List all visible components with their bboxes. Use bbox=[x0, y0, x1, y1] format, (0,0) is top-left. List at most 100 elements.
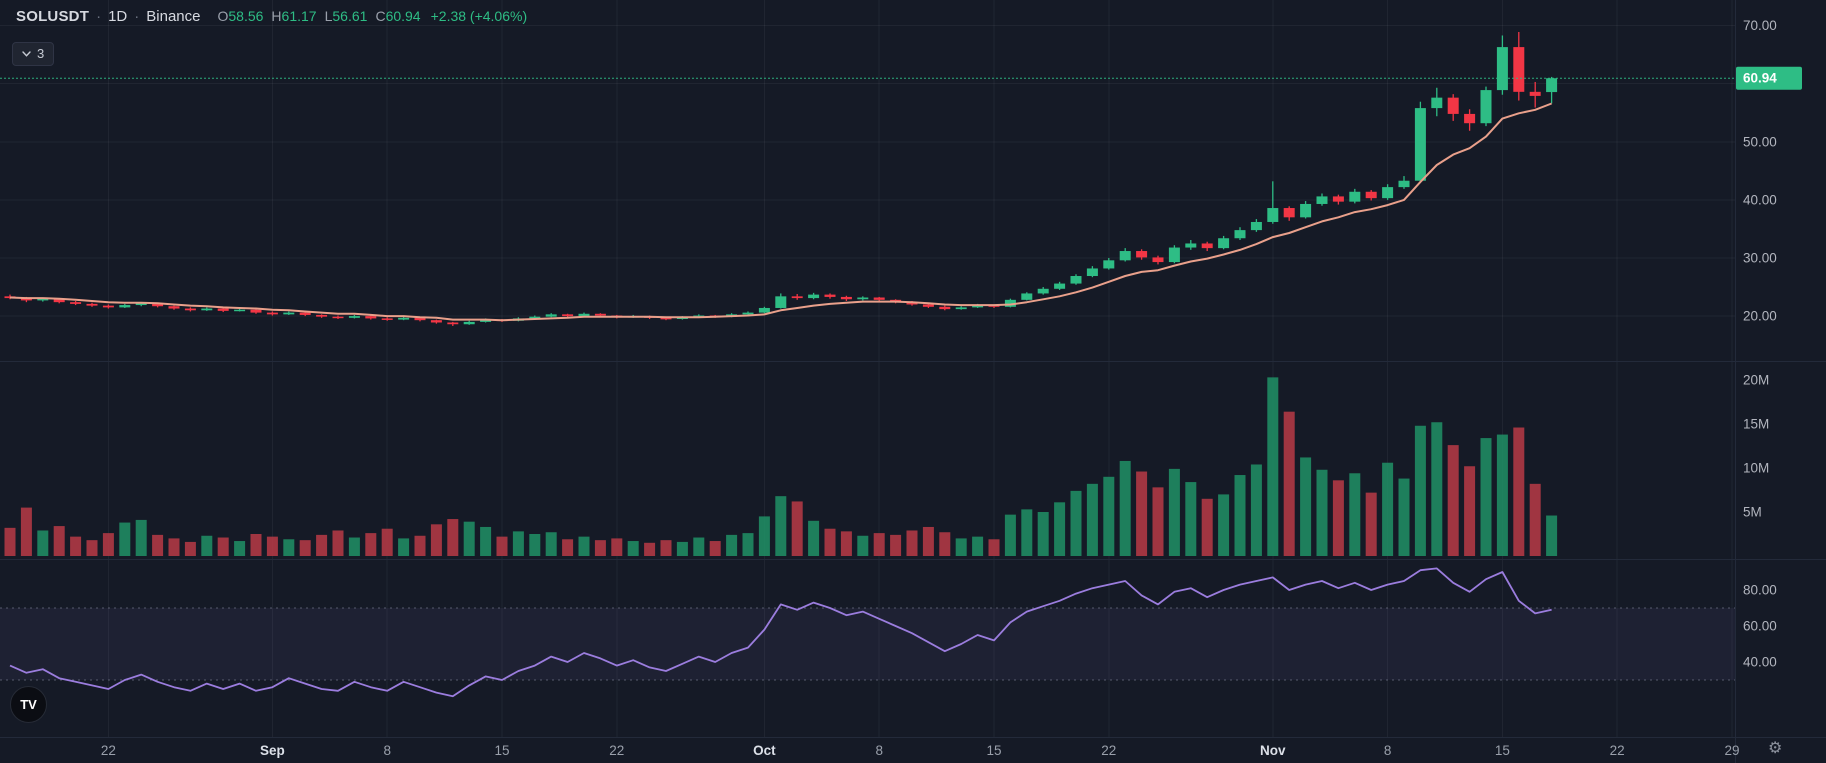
rsi-axis-label[interactable]: 60.00 bbox=[1743, 619, 1777, 634]
volume-bar bbox=[70, 536, 82, 556]
tradingview-logo[interactable]: TV bbox=[10, 686, 47, 723]
time-axis-label[interactable]: 8 bbox=[1384, 743, 1392, 758]
volume-bar bbox=[283, 539, 295, 556]
time-axis-label[interactable]: 8 bbox=[875, 743, 883, 758]
candle-body bbox=[1365, 191, 1377, 199]
time-axis-label[interactable]: 22 bbox=[1610, 743, 1625, 758]
candle-body bbox=[316, 314, 328, 317]
volume-axis-label[interactable]: 20M bbox=[1743, 373, 1769, 388]
candle-body bbox=[562, 314, 574, 317]
time-axis-label[interactable]: 22 bbox=[609, 743, 624, 758]
candle-body bbox=[873, 297, 885, 300]
rsi-axis-label[interactable]: 40.00 bbox=[1743, 655, 1777, 670]
price-axis-label[interactable]: 40.00 bbox=[1743, 192, 1777, 207]
chart-header: SOLUSDT · 1D · Binance O58.56 H61.17 L56… bbox=[16, 8, 527, 25]
candle-bodies bbox=[4, 47, 1558, 325]
close-label: C bbox=[375, 8, 386, 24]
volume-bar bbox=[152, 534, 164, 556]
symbol-title[interactable]: SOLUSDT bbox=[16, 8, 90, 25]
time-axis-label[interactable]: 15 bbox=[1495, 743, 1510, 758]
volume-axis-label[interactable]: 10M bbox=[1743, 461, 1769, 476]
price-axis-label[interactable]: 30.00 bbox=[1743, 251, 1777, 266]
time-axis-label[interactable]: 15 bbox=[986, 743, 1001, 758]
price-axis-label[interactable]: 20.00 bbox=[1743, 309, 1777, 324]
candle-body bbox=[365, 316, 377, 319]
candle-body bbox=[217, 308, 229, 311]
volume-bar bbox=[250, 534, 262, 556]
gear-icon[interactable]: ⚙ bbox=[1768, 739, 1782, 759]
candle-body bbox=[1398, 180, 1410, 188]
volume-bar bbox=[775, 496, 787, 556]
time-axis-label[interactable]: Sep bbox=[260, 743, 285, 758]
rsi-band-fill bbox=[0, 608, 1735, 680]
time-axis-label[interactable]: Oct bbox=[753, 743, 776, 758]
time-axis-label[interactable]: 22 bbox=[101, 743, 116, 758]
volume-bar bbox=[1004, 514, 1016, 556]
volume-bar bbox=[955, 538, 967, 556]
volume-bar bbox=[463, 521, 475, 556]
candle-body bbox=[758, 307, 770, 313]
separator-dot: · bbox=[134, 8, 140, 25]
candle-body bbox=[20, 298, 32, 301]
volume-bars bbox=[4, 377, 1558, 556]
separator-dot: · bbox=[96, 8, 102, 25]
volume-bar bbox=[1349, 473, 1361, 556]
volume-bar bbox=[824, 528, 836, 556]
volume-axis-label[interactable]: 5M bbox=[1743, 505, 1762, 520]
volume-bar bbox=[545, 532, 557, 556]
candle-body bbox=[1316, 196, 1328, 204]
volume-bar bbox=[168, 538, 180, 556]
volume-bar bbox=[512, 531, 524, 556]
time-axis-label[interactable]: 22 bbox=[1101, 743, 1116, 758]
candle-body bbox=[1037, 288, 1049, 294]
indicator-count-badge[interactable]: 3 bbox=[12, 42, 55, 66]
candle-body bbox=[545, 314, 557, 317]
price-axis-label[interactable]: 50.00 bbox=[1743, 134, 1777, 149]
ohlc-readout: O58.56 H61.17 L56.61 C60.94 +2.38 (+4.06… bbox=[217, 8, 527, 24]
candle-body bbox=[1185, 243, 1197, 248]
candle-body bbox=[447, 322, 459, 325]
candle-body bbox=[4, 296, 16, 299]
rsi-axis-label[interactable]: 80.00 bbox=[1743, 583, 1777, 598]
time-axis-label[interactable]: 15 bbox=[494, 743, 509, 758]
volume-bar bbox=[381, 528, 393, 556]
candle-body bbox=[299, 312, 311, 315]
volume-bar bbox=[939, 532, 951, 556]
candle-body bbox=[119, 305, 131, 308]
volume-axis-label[interactable]: 15M bbox=[1743, 417, 1769, 432]
candle-body bbox=[135, 303, 147, 306]
volume-bar bbox=[1136, 471, 1148, 556]
time-axis-label[interactable]: Nov bbox=[1260, 743, 1286, 758]
volume-bar bbox=[398, 538, 410, 556]
time-axis[interactable]: 22 Sep 8 15 22 Oct 8 15 22 Nov 8 15 22 29 bbox=[101, 743, 1740, 758]
high-label: H bbox=[271, 8, 282, 24]
time-axis-label[interactable]: 8 bbox=[383, 743, 391, 758]
last-price-badge bbox=[1736, 66, 1802, 90]
volume-bar bbox=[611, 538, 623, 556]
time-axis-label[interactable]: 29 bbox=[1724, 743, 1739, 758]
price-axis-label[interactable]: 70.00 bbox=[1743, 18, 1777, 33]
candle-wicks bbox=[9, 31, 1553, 326]
low-label: L bbox=[324, 8, 333, 24]
interval-label[interactable]: 1D bbox=[108, 8, 128, 25]
exchange-label: Binance bbox=[146, 8, 201, 25]
candle-body bbox=[972, 305, 984, 308]
volume-bar bbox=[447, 519, 459, 556]
volume-bar bbox=[299, 540, 311, 556]
volume-bar bbox=[709, 541, 721, 556]
rsi-band bbox=[0, 607, 1735, 681]
volume-bar bbox=[1168, 468, 1180, 556]
candle-body bbox=[594, 313, 606, 316]
volume-bar bbox=[1529, 483, 1541, 556]
candle-body bbox=[1021, 293, 1033, 300]
volume-bar bbox=[1250, 464, 1262, 556]
candle-body bbox=[1349, 191, 1361, 202]
candle-body bbox=[742, 312, 754, 315]
volume-bar bbox=[1300, 457, 1312, 556]
candle-body bbox=[283, 312, 295, 315]
candle-body bbox=[1332, 196, 1344, 202]
volume-bar bbox=[332, 530, 344, 556]
volume-bar bbox=[1267, 377, 1279, 556]
